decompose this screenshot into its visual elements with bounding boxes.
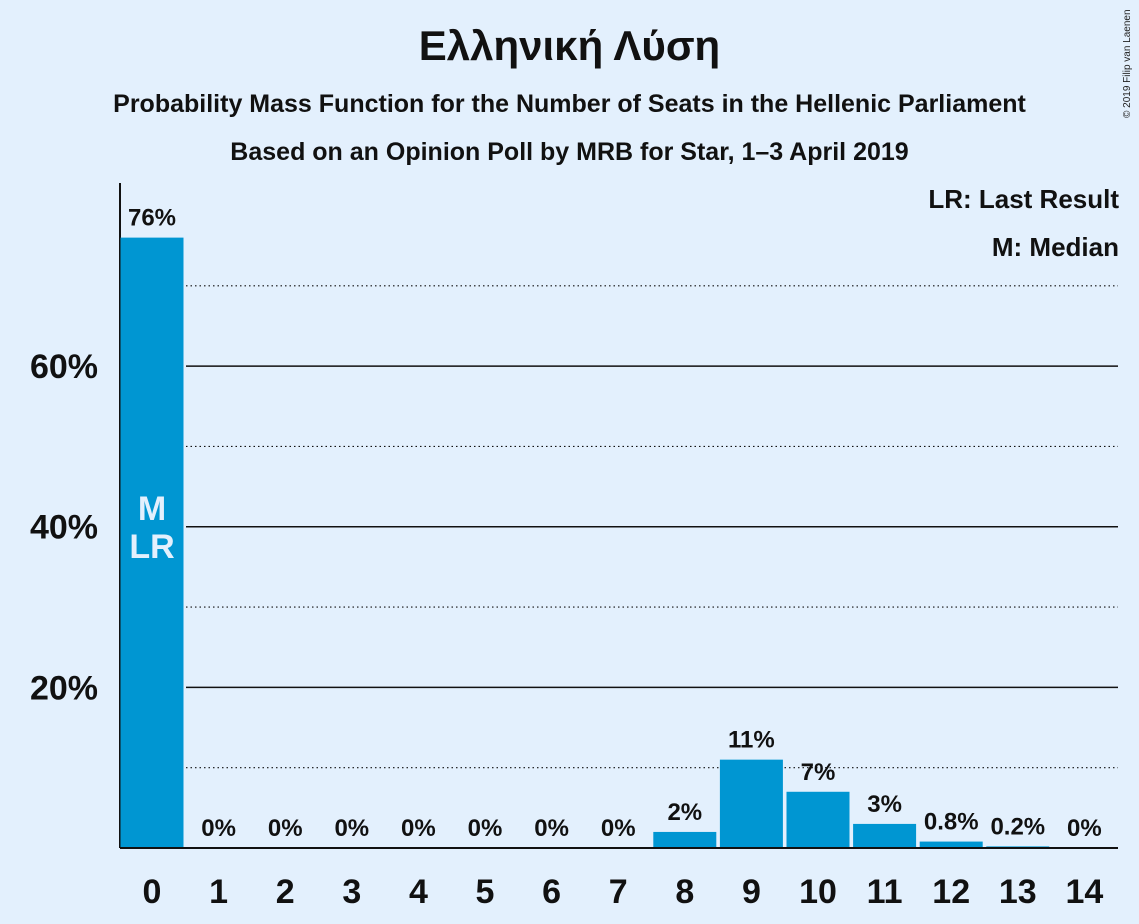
data-label-12: 0.8% <box>924 809 979 836</box>
data-label-4: 0% <box>401 815 436 842</box>
x-tick-label-0: 0 <box>143 873 162 911</box>
legend-median: M: Median <box>991 232 1119 262</box>
bar-0 <box>120 237 184 848</box>
data-label-2: 0% <box>268 815 303 842</box>
x-tick-label-5: 5 <box>476 873 495 911</box>
data-label-14: 0% <box>1067 815 1102 842</box>
data-label-1: 0% <box>201 815 236 842</box>
x-tick-label-13: 13 <box>999 873 1037 911</box>
bar-11 <box>853 823 917 848</box>
data-label-3: 0% <box>334 815 369 842</box>
y-tick-label-0: 20% <box>30 669 98 707</box>
x-tick-label-14: 14 <box>1065 873 1103 911</box>
data-label-11: 3% <box>867 791 902 818</box>
bar-10 <box>786 791 850 848</box>
data-label-10: 7% <box>801 759 836 786</box>
y-tick-label-1: 40% <box>30 509 98 547</box>
data-label-8: 2% <box>667 799 702 826</box>
data-label-6: 0% <box>534 815 569 842</box>
bar-inside-label-m: M <box>138 490 166 528</box>
data-label-9: 11% <box>728 727 775 754</box>
x-tick-label-2: 2 <box>276 873 295 911</box>
data-label-13: 0.2% <box>990 813 1045 840</box>
data-label-5: 0% <box>468 815 503 842</box>
data-label-0: 76% <box>128 205 176 232</box>
y-tick-label-2: 60% <box>30 348 98 386</box>
x-tick-label-3: 3 <box>342 873 361 911</box>
bar-12 <box>919 841 983 848</box>
x-tick-label-12: 12 <box>932 873 970 911</box>
x-tick-label-10: 10 <box>799 873 837 911</box>
x-tick-label-8: 8 <box>675 873 694 911</box>
data-label-7: 0% <box>601 815 636 842</box>
chart-title: Ελληνική Λύση <box>418 22 721 69</box>
bar-inside-label-lr: LR <box>129 528 174 566</box>
x-tick-label-7: 7 <box>609 873 628 911</box>
x-tick-label-11: 11 <box>867 873 903 911</box>
x-tick-label-1: 1 <box>209 873 228 911</box>
legend-last-result: LR: Last Result <box>928 184 1119 214</box>
x-tick-label-4: 4 <box>409 873 428 911</box>
x-tick-label-9: 9 <box>742 873 761 911</box>
x-tick-label-6: 6 <box>542 873 561 911</box>
chart-source: Based on an Opinion Poll by MRB for Star… <box>230 138 909 166</box>
bar-9 <box>719 759 783 848</box>
chart-subtitle: Probability Mass Function for the Number… <box>113 90 1026 118</box>
bar-8 <box>653 831 717 848</box>
